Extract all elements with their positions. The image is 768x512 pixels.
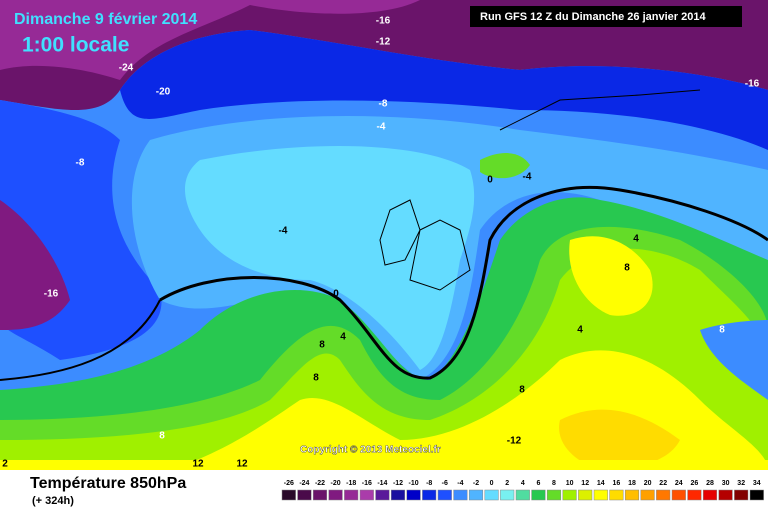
- contour-label: 8: [624, 263, 630, 274]
- contour-label: 4: [577, 325, 583, 336]
- contour-label: 8: [519, 385, 525, 396]
- contour-label: -16: [376, 16, 391, 27]
- contour-label: 8: [313, 373, 319, 384]
- colorbar-swatch: [531, 489, 546, 501]
- colorbar-swatch: [422, 489, 437, 501]
- copyright: Copyright © 2013 Meteociel.fr: [300, 445, 441, 456]
- colorbar-label: 16: [613, 480, 621, 487]
- colorbar-swatch: [687, 489, 702, 501]
- colorbar-label: 8: [552, 480, 556, 487]
- contour-label: -24: [119, 63, 134, 74]
- colorbar-label: 20: [644, 480, 652, 487]
- contour-label: -8: [379, 99, 388, 110]
- colorbar-swatch: [640, 489, 655, 501]
- colorbar-label: 22: [659, 480, 667, 487]
- colorbar-swatch: [515, 489, 530, 501]
- contour-label: 12: [192, 459, 204, 470]
- contour-label: 12: [236, 459, 248, 470]
- colorbar-swatch: [593, 489, 608, 501]
- colorbar: -26 -24 -22 -20 -18 -16 -14 -12 -10 -8 -6 -4 -2 0 2 4 6 8…: [281, 480, 764, 501]
- colorbar-swatch: [546, 489, 562, 501]
- contour-label: 4: [633, 234, 639, 245]
- contour-label: -8: [76, 158, 85, 169]
- colorbar-label: 2: [505, 480, 509, 487]
- colorbar-swatch: [734, 489, 749, 501]
- colorbar-label: -18: [346, 480, 356, 487]
- colorbar-label: 4: [521, 480, 525, 487]
- colorbar-label: -14: [377, 480, 387, 487]
- colorbar-label: 28: [706, 480, 714, 487]
- colorbar-label: -20: [331, 480, 341, 487]
- colorbar-swatch: [312, 489, 328, 501]
- colorbar-swatch: [484, 489, 499, 501]
- colorbar-label: 26: [691, 480, 699, 487]
- contour-label: -4: [377, 122, 386, 133]
- colorbar-label: -10: [409, 480, 419, 487]
- colorbar-swatch: [344, 489, 359, 501]
- colorbar-swatch: [406, 489, 421, 501]
- contour-label: 8: [319, 340, 325, 351]
- colorbar-label: 30: [722, 480, 730, 487]
- footer-title: Température 850hPa: [30, 475, 186, 492]
- run-box: [470, 6, 742, 27]
- time: 1:00 locale: [22, 34, 129, 57]
- contour-label: 8: [159, 431, 165, 442]
- contour-label: -4: [523, 172, 532, 183]
- colorbar-swatch: [281, 489, 296, 501]
- colorbar-swatch: [453, 489, 468, 501]
- colorbar-swatch: [500, 489, 515, 501]
- colorbar-swatch: [702, 489, 718, 501]
- colorbar-swatch: [375, 489, 390, 501]
- footer-lead: (+ 324h): [32, 495, 74, 507]
- colorbar-swatch: [749, 489, 764, 501]
- contour-label: -12: [376, 37, 391, 48]
- contour-label: -12: [507, 436, 522, 447]
- colorbar-swatch: [468, 489, 484, 501]
- date: Dimanche 9 février 2014: [14, 11, 197, 28]
- colorbar-swatch: [437, 489, 452, 501]
- run: Run GFS 12 Z du Dimanche 26 janvier 2014: [480, 11, 706, 23]
- colorbar-label: 18: [628, 480, 636, 487]
- contour-label: 8: [719, 325, 725, 336]
- contour-label: 0: [487, 175, 493, 186]
- contour-label: -20: [156, 87, 171, 98]
- contour-label: 2: [2, 459, 8, 470]
- map: [0, 0, 768, 471]
- colorbar-swatch: [578, 489, 593, 501]
- colorbar-label: 32: [737, 480, 745, 487]
- colorbar-swatch: [390, 489, 406, 501]
- contour-labels: -16 -12 -24 -20 -8 -4 -8 0 -4 -4 0 -16 4…: [2, 16, 759, 470]
- colorbar-swatch: [671, 489, 686, 501]
- colorbar-label: -16: [362, 480, 372, 487]
- contour-label: -16: [44, 289, 59, 300]
- colorbar-label: -2: [473, 480, 479, 487]
- colorbar-label: -6: [442, 480, 448, 487]
- colorbar-swatch: [718, 489, 733, 501]
- contour-label: -4: [279, 226, 288, 237]
- colorbar-swatch: [562, 489, 577, 501]
- colorbar-swatch: [328, 489, 343, 501]
- contour-label: 0: [333, 289, 339, 300]
- colorbar-label: -26: [284, 480, 294, 487]
- colorbar-label: 6: [536, 480, 540, 487]
- colorbar-label: 34: [753, 480, 761, 487]
- colorbar-label: 12: [581, 480, 589, 487]
- colorbar-swatch: [656, 489, 671, 501]
- colorbar-label: 14: [597, 480, 605, 487]
- contour-label: 4: [340, 332, 346, 343]
- colorbar-label: -8: [426, 480, 432, 487]
- colorbar-label: 0: [490, 480, 494, 487]
- contour-label: -16: [745, 79, 760, 90]
- colorbar-label: -24: [299, 480, 309, 487]
- colorbar-swatch: [297, 489, 312, 501]
- colorbar-label: 24: [675, 480, 683, 487]
- colorbar-label: -12: [393, 480, 403, 487]
- colorbar-label: -4: [457, 480, 463, 487]
- colorbar-swatch: [609, 489, 624, 501]
- colorbar-label: 10: [566, 480, 574, 487]
- colorbar-swatch: [624, 489, 640, 501]
- colorbar-swatch: [359, 489, 374, 501]
- colorbar-label: -22: [315, 480, 325, 487]
